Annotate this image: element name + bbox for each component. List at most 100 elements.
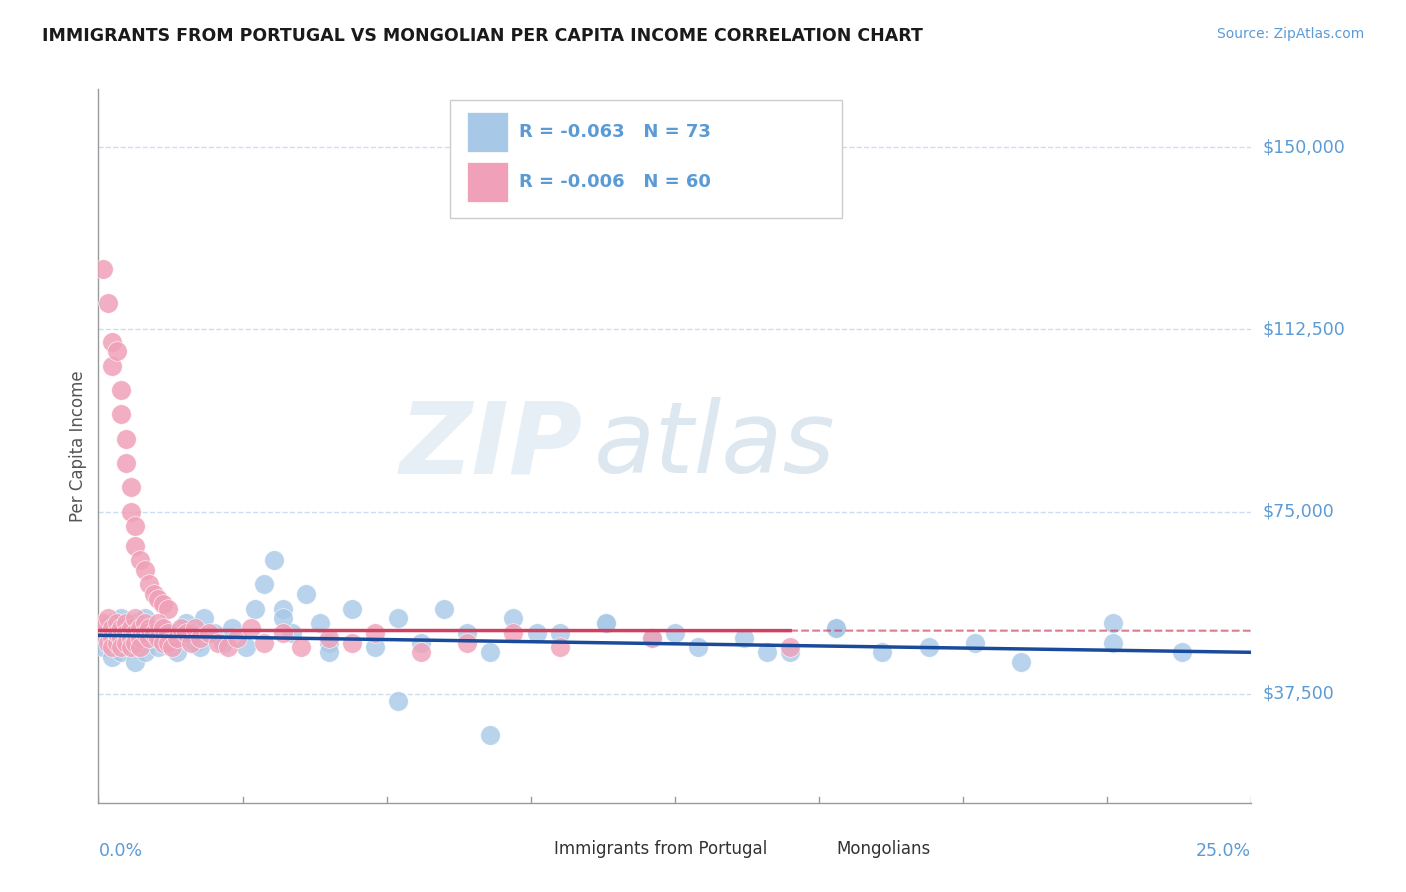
Point — [134, 626, 156, 640]
Text: 0.0%: 0.0% — [98, 842, 142, 860]
Point — [456, 626, 478, 640]
Point — [110, 383, 132, 397]
Point — [120, 480, 142, 494]
Text: Immigrants from Portugal: Immigrants from Portugal — [554, 840, 768, 858]
Point — [548, 626, 571, 640]
Point — [170, 621, 193, 635]
FancyBboxPatch shape — [513, 835, 548, 863]
Text: IMMIGRANTS FROM PORTUGAL VS MONGOLIAN PER CAPITA INCOME CORRELATION CHART: IMMIGRANTS FROM PORTUGAL VS MONGOLIAN PE… — [42, 27, 924, 45]
Point — [387, 694, 409, 708]
Point — [641, 631, 664, 645]
Point — [105, 635, 128, 649]
Point — [202, 626, 225, 640]
Point — [825, 621, 848, 635]
Point — [124, 611, 146, 625]
Point — [686, 640, 709, 655]
FancyBboxPatch shape — [467, 112, 508, 152]
Point — [595, 616, 617, 631]
Point — [271, 611, 294, 625]
Point — [110, 640, 132, 655]
Point — [120, 640, 142, 655]
Point — [148, 631, 170, 645]
Point — [115, 631, 138, 645]
Point — [148, 591, 170, 606]
Point — [97, 611, 120, 625]
Point — [188, 631, 211, 645]
Point — [340, 635, 363, 649]
Point — [110, 611, 132, 625]
Point — [129, 635, 152, 649]
Point — [963, 635, 986, 649]
Point — [318, 645, 340, 659]
Point — [595, 616, 617, 631]
Point — [308, 616, 330, 631]
Point — [124, 626, 146, 640]
Point — [872, 645, 894, 659]
Point — [120, 640, 142, 655]
Text: $75,000: $75,000 — [1263, 502, 1334, 521]
Point — [825, 621, 848, 635]
Point — [433, 601, 456, 615]
Point — [502, 611, 524, 625]
Point — [1171, 645, 1194, 659]
Point — [110, 631, 132, 645]
Point — [456, 635, 478, 649]
Point — [253, 577, 276, 591]
Point — [110, 408, 132, 422]
Point — [120, 626, 142, 640]
Point — [318, 631, 340, 645]
Point — [180, 635, 202, 649]
Point — [134, 611, 156, 625]
Point — [105, 344, 128, 359]
Point — [138, 631, 160, 645]
Point — [271, 601, 294, 615]
Point — [263, 553, 285, 567]
Point — [97, 295, 120, 310]
Point — [115, 456, 138, 470]
Point — [239, 621, 262, 635]
Point — [387, 611, 409, 625]
Point — [91, 261, 114, 276]
FancyBboxPatch shape — [467, 162, 508, 202]
Point — [115, 635, 138, 649]
Point — [152, 621, 174, 635]
Point — [115, 626, 138, 640]
Point — [526, 626, 548, 640]
Point — [364, 626, 387, 640]
Point — [318, 635, 340, 649]
Point — [174, 626, 197, 640]
Point — [110, 621, 132, 635]
Point — [138, 621, 160, 635]
Point — [120, 631, 142, 645]
Point — [129, 640, 152, 655]
Point — [124, 519, 146, 533]
Point — [245, 601, 267, 615]
Point — [184, 621, 207, 635]
Text: $150,000: $150,000 — [1263, 138, 1346, 156]
Point — [156, 635, 179, 649]
Text: $112,500: $112,500 — [1263, 320, 1346, 338]
Point — [664, 626, 686, 640]
Point — [101, 359, 124, 373]
Point — [120, 621, 142, 635]
Point — [152, 635, 174, 649]
Point — [253, 635, 276, 649]
Point — [115, 432, 138, 446]
Point — [148, 640, 170, 655]
Point — [235, 640, 257, 655]
Point — [124, 655, 146, 669]
FancyBboxPatch shape — [450, 100, 842, 218]
Point — [101, 621, 124, 635]
Point — [221, 621, 243, 635]
Point — [411, 635, 433, 649]
Point — [160, 640, 183, 655]
Point — [156, 635, 179, 649]
Point — [91, 626, 114, 640]
Y-axis label: Per Capita Income: Per Capita Income — [69, 370, 87, 522]
Point — [174, 616, 197, 631]
Point — [166, 645, 188, 659]
Point — [142, 626, 165, 640]
FancyBboxPatch shape — [796, 835, 831, 863]
Point — [134, 616, 156, 631]
Point — [152, 621, 174, 635]
